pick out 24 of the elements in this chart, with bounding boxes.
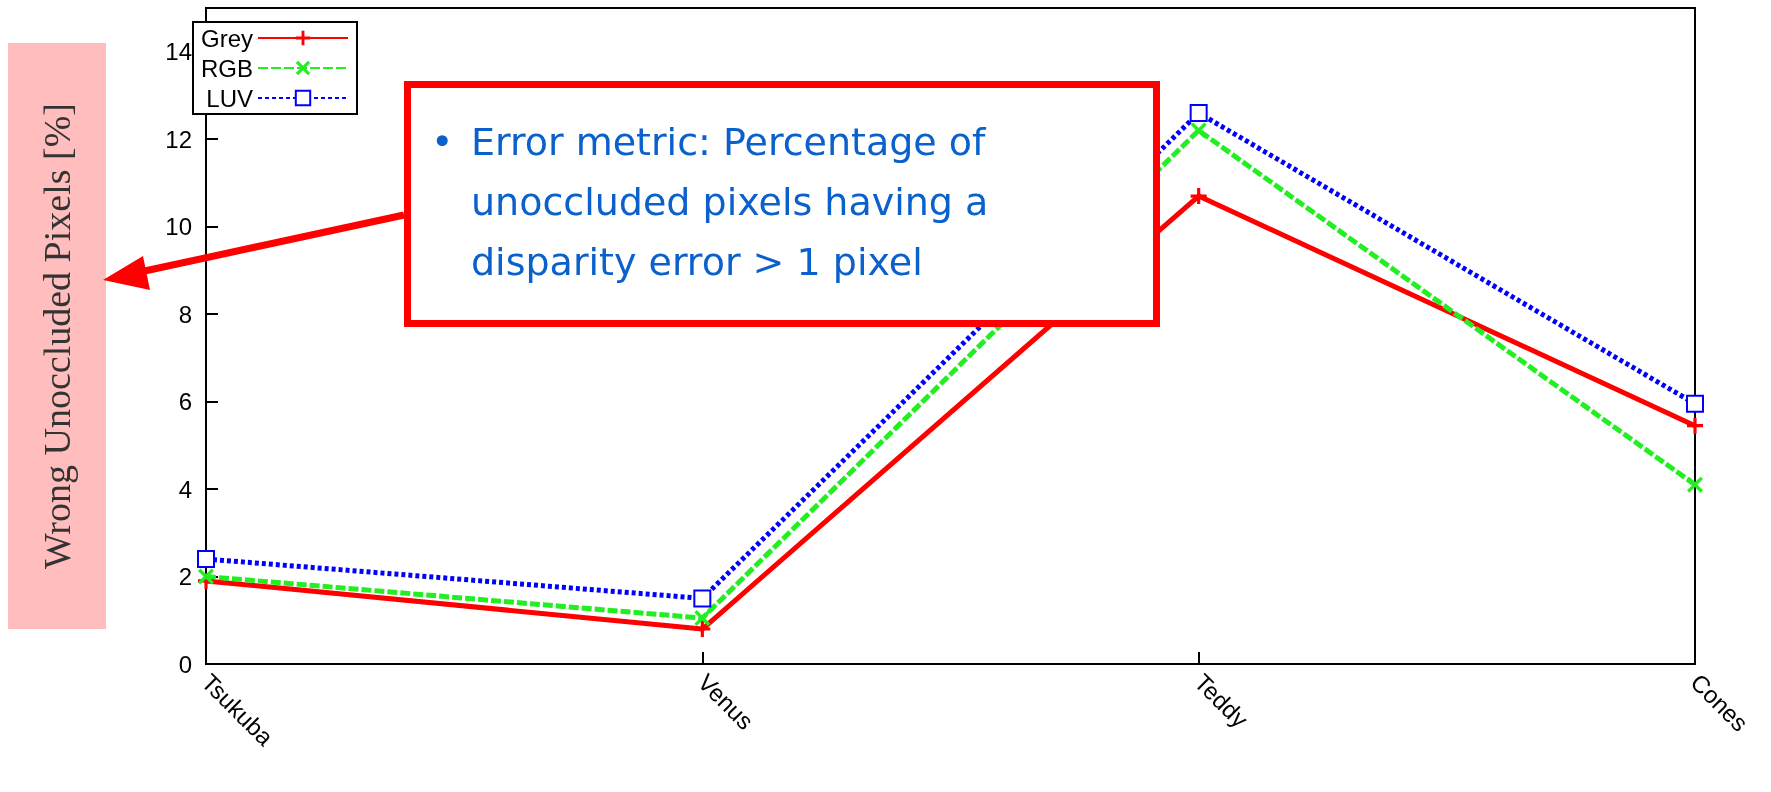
annotation: • Error metric: Percentage of unoccluded pixels having a disparity error > 1 pixel (431, 119, 990, 286)
point (1189, 103, 1208, 122)
point (1687, 476, 1703, 493)
point (1687, 417, 1703, 434)
legend-label: Grey (200, 24, 254, 52)
y-tick-label: 4 (178, 475, 192, 503)
point (693, 589, 712, 608)
y-tick-label: 12 (165, 125, 192, 153)
legend-label: LUV (206, 84, 254, 112)
point (1190, 188, 1207, 205)
point (1190, 122, 1207, 139)
callout-box: • Error metric: Percentage of unoccluded pixels having a disparity error > 1 pixel (404, 81, 1160, 327)
y-tick-label: 10 (165, 213, 192, 241)
y-tick-label: 6 (178, 388, 192, 416)
point (694, 610, 711, 627)
point (1686, 394, 1704, 413)
y-tick-label: 0 (178, 650, 192, 678)
y-tick-label: 2 (178, 563, 192, 591)
y-tick-label: 8 (178, 300, 192, 328)
y-axis-title: Wrong Unoccluded Pixels [%] (36, 103, 78, 569)
y-tick-label: 14 (165, 38, 192, 66)
point (694, 621, 711, 638)
legend-label: RGB (200, 54, 254, 82)
point (197, 550, 215, 569)
